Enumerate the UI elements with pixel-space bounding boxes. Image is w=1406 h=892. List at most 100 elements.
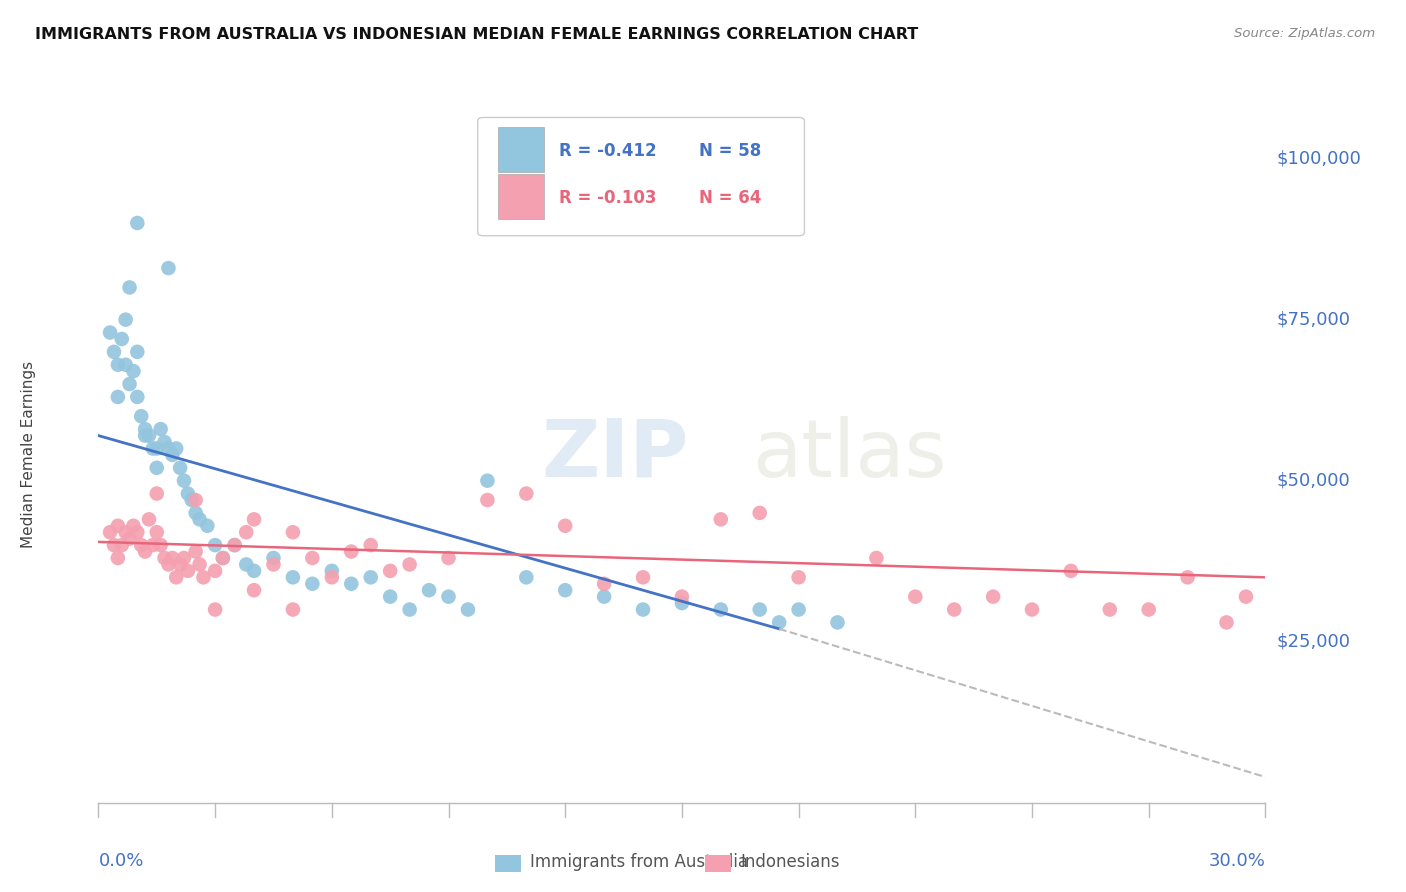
- Text: Indonesians: Indonesians: [741, 853, 839, 871]
- Point: [157, 261, 180, 276]
- Point: [114, 312, 136, 326]
- Bar: [706, 855, 731, 872]
- Point: [118, 377, 141, 392]
- Point: [235, 525, 257, 540]
- Point: [98, 326, 121, 340]
- Point: [146, 486, 169, 500]
- Point: [177, 564, 200, 578]
- Point: [162, 551, 184, 566]
- Point: [1234, 590, 1257, 604]
- Point: [477, 493, 499, 508]
- Point: [188, 558, 211, 572]
- Point: [827, 615, 849, 630]
- Point: [554, 583, 576, 598]
- Point: [865, 551, 887, 566]
- Point: [169, 558, 191, 572]
- Text: 30.0%: 30.0%: [1209, 852, 1265, 870]
- Point: [243, 583, 266, 598]
- Point: [146, 525, 169, 540]
- Point: [142, 442, 165, 456]
- Point: [98, 525, 121, 540]
- Point: [748, 602, 770, 616]
- Point: [340, 576, 363, 591]
- Point: [1177, 570, 1199, 584]
- Point: [204, 564, 226, 578]
- Point: [748, 506, 770, 520]
- Point: [138, 428, 160, 442]
- Point: [301, 551, 323, 566]
- Point: [118, 532, 141, 546]
- Point: [103, 344, 125, 359]
- Point: [981, 590, 1004, 604]
- Point: [235, 558, 257, 572]
- Point: [281, 525, 304, 540]
- Point: [165, 442, 187, 456]
- Point: [165, 570, 187, 584]
- Point: [593, 576, 616, 591]
- Point: [169, 460, 191, 475]
- Point: [146, 460, 169, 475]
- Point: [477, 474, 499, 488]
- Point: [1137, 602, 1160, 616]
- Point: [1098, 602, 1121, 616]
- Point: [321, 564, 343, 578]
- Point: [153, 551, 176, 566]
- Text: R = -0.412: R = -0.412: [560, 142, 657, 160]
- Point: [671, 590, 693, 604]
- Point: [180, 493, 202, 508]
- Point: [243, 564, 266, 578]
- Point: [710, 602, 733, 616]
- Point: [340, 544, 363, 558]
- Point: [212, 551, 235, 566]
- Point: [184, 506, 207, 520]
- Text: $25,000: $25,000: [1277, 632, 1351, 651]
- Point: [204, 538, 226, 552]
- Point: [262, 551, 284, 566]
- Point: [321, 570, 343, 584]
- Point: [134, 544, 156, 558]
- Point: [134, 422, 156, 436]
- Point: [212, 551, 235, 566]
- Bar: [498, 174, 544, 219]
- Text: 0.0%: 0.0%: [98, 852, 143, 870]
- Point: [188, 512, 211, 526]
- Text: R = -0.103: R = -0.103: [560, 188, 657, 207]
- Point: [398, 602, 420, 616]
- Point: [129, 538, 152, 552]
- Point: [107, 518, 129, 533]
- Point: [398, 558, 420, 572]
- Point: [904, 590, 927, 604]
- Point: [593, 590, 616, 604]
- Point: [631, 602, 654, 616]
- Text: Source: ZipAtlas.com: Source: ZipAtlas.com: [1234, 27, 1375, 40]
- Point: [671, 596, 693, 610]
- Text: Median Female Earnings: Median Female Earnings: [21, 361, 37, 549]
- Point: [177, 486, 200, 500]
- Text: atlas: atlas: [752, 416, 946, 494]
- Point: [943, 602, 966, 616]
- Point: [146, 442, 169, 456]
- Point: [243, 512, 266, 526]
- Point: [127, 216, 149, 230]
- Point: [138, 512, 160, 526]
- Point: [195, 518, 218, 533]
- Point: [127, 344, 149, 359]
- Point: [107, 358, 129, 372]
- Point: [149, 538, 172, 552]
- Point: [122, 364, 145, 378]
- Text: $75,000: $75,000: [1277, 310, 1351, 328]
- Point: [127, 525, 149, 540]
- Point: [378, 564, 402, 578]
- Text: ZIP: ZIP: [541, 416, 689, 494]
- Point: [107, 390, 129, 404]
- Point: [262, 558, 284, 572]
- Point: [437, 551, 460, 566]
- Point: [118, 280, 141, 294]
- Point: [457, 602, 479, 616]
- Point: [173, 474, 195, 488]
- Point: [281, 570, 304, 584]
- Point: [360, 570, 382, 584]
- Point: [111, 538, 134, 552]
- Point: [153, 435, 176, 450]
- Point: [787, 602, 810, 616]
